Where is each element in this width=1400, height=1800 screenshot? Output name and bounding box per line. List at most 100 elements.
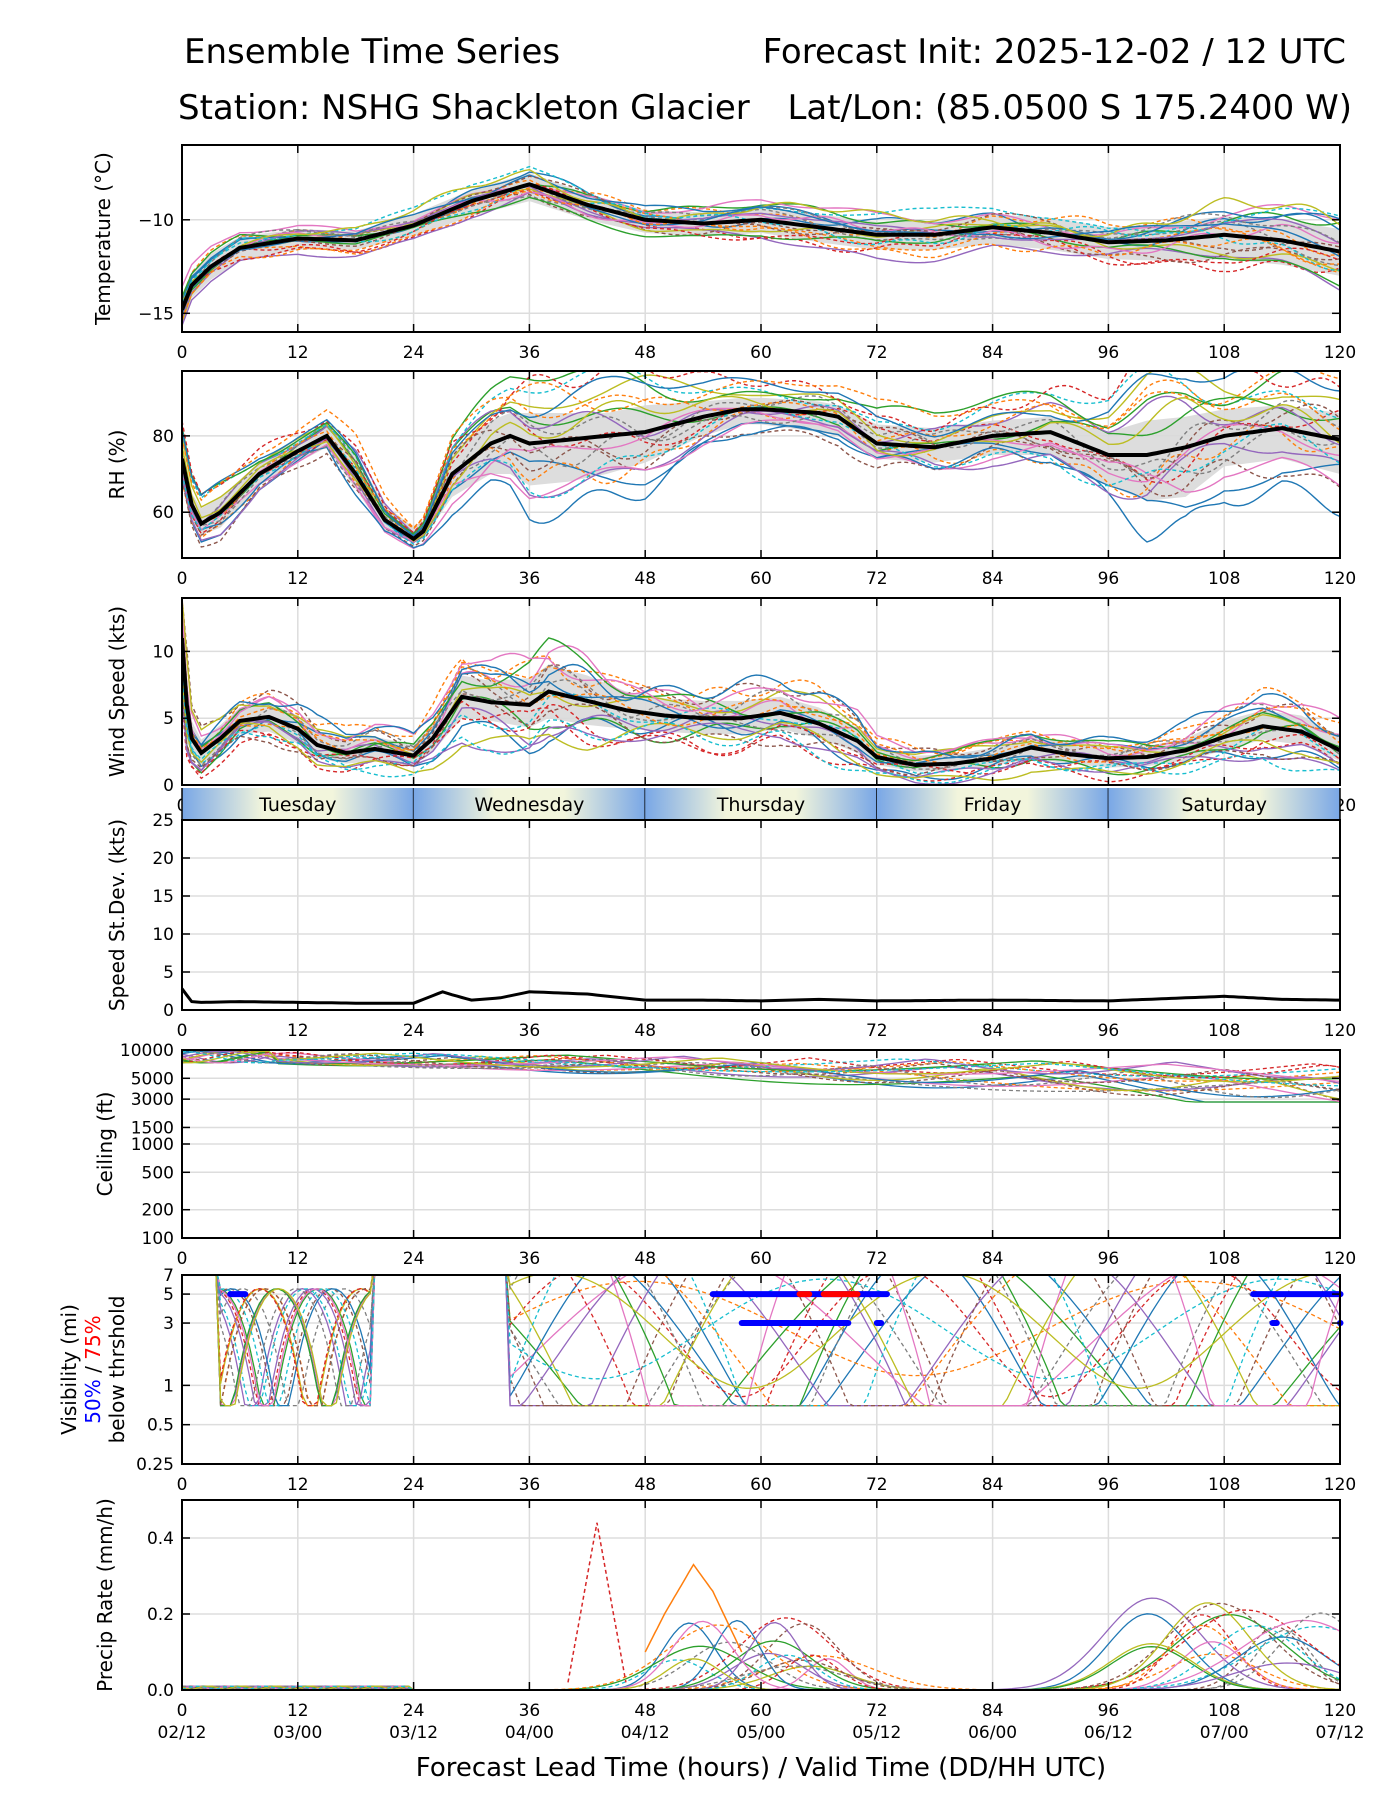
x-tick-label: 120: [1324, 1249, 1356, 1269]
member-line: [182, 185, 1340, 319]
x-tick-label: 12: [287, 1021, 309, 1041]
x-tick-label: 108: [1208, 569, 1240, 589]
y-tick-label: 80: [152, 427, 174, 447]
x-tick-label: 48: [634, 1701, 656, 1721]
y-axis-label: Temperature (°C): [91, 152, 115, 326]
x-tick-label: 36: [519, 569, 541, 589]
member-line: [182, 674, 1340, 784]
x-tick-label: 48: [634, 1021, 656, 1041]
member-line: [182, 1597, 1340, 1690]
member-line: [182, 188, 1340, 315]
member-line: [182, 1050, 1340, 1087]
y-axis-label: RH (%): [105, 430, 129, 500]
y-tick-label: 0: [163, 1001, 174, 1021]
x-tick-label: 96: [1098, 1021, 1120, 1041]
x-tick-label: 60: [750, 1475, 772, 1495]
x-tick-label: 120: [1324, 569, 1356, 589]
x-tick-label: 84: [982, 1701, 1004, 1721]
stdev-line: [180, 987, 1340, 1005]
x-tick-label: 60: [750, 569, 772, 589]
x-tick-label: 108: [1208, 343, 1240, 363]
y-tick-label: −10: [138, 211, 174, 231]
y-tick-label: 60: [152, 503, 174, 523]
member-line: [182, 182, 1340, 304]
member-line: [182, 629, 1340, 765]
member-line: [215, 1275, 1315, 1407]
x-tick-label: 120: [1324, 1021, 1356, 1041]
panel-ceiling: 0 12 24 36 48 60 72 84 96 108 120 100 200 500 10001500…: [93, 1041, 1356, 1269]
rh-series: [182, 371, 1340, 550]
member-line: [182, 1050, 1340, 1099]
day-label: Friday: [964, 794, 1022, 816]
x-tick-label: 24: [403, 569, 425, 589]
x-tick-label: 96: [1098, 1475, 1120, 1495]
member-line: [215, 1275, 1300, 1407]
x-tick-label: 24: [403, 1249, 425, 1269]
x-tick-label: 24: [403, 343, 425, 363]
member-line: [182, 1050, 1340, 1083]
x-tick-label: 24: [403, 1701, 425, 1721]
y-axis-label: Speed St.Dev. (kts): [105, 819, 129, 1011]
x-tick-label: 60: [750, 1021, 772, 1041]
x-tick-label: 36: [519, 1701, 541, 1721]
y-axis-label: Ceiling (ft): [93, 1092, 117, 1197]
wind-series: [182, 598, 1340, 785]
y-tick-label: 15: [152, 887, 174, 907]
member-line: [182, 175, 1340, 306]
y-axis-label: below thrshold: [105, 1296, 129, 1444]
y-axis-label-part: /: [81, 1360, 105, 1379]
member-line: [182, 1625, 1340, 1690]
valid-time-label: 02/12: [158, 1723, 207, 1743]
x-tick-label: 84: [982, 1249, 1004, 1269]
member-line: [182, 371, 1340, 534]
y-tick-label: 1: [163, 1376, 174, 1396]
valid-time-label: 07/00: [1200, 1723, 1249, 1743]
x-tick-label: 36: [519, 343, 541, 363]
x-tick-label: 0: [177, 343, 188, 363]
x-tick-label: 0: [177, 569, 188, 589]
x-tick-label: 48: [634, 1249, 656, 1269]
y-tick-label: 7: [163, 1266, 174, 1286]
y-axis-label-part: 50%: [81, 1379, 105, 1423]
day-label: Tuesday: [258, 794, 336, 816]
x-tick-label: 0: [177, 1701, 188, 1721]
x-tick-label: 12: [287, 1475, 309, 1495]
x-tick-label: 0: [177, 1021, 188, 1041]
visibility-series: [215, 1275, 1340, 1407]
member-line: [215, 1275, 1340, 1407]
y-axis-label-part: below thrshold: [105, 1296, 129, 1444]
member-line: [182, 371, 1340, 537]
x-tick-label: 120: [1324, 1701, 1356, 1721]
panel-wind_speed: 012243648607284961081200510Wind Speed (k…: [105, 597, 1356, 816]
x-tick-label: 0: [177, 1249, 188, 1269]
x-tick-label: 96: [1098, 1701, 1120, 1721]
valid-time-label: 03/00: [273, 1723, 322, 1743]
x-tick-label: 84: [982, 343, 1004, 363]
x-tick-label: 48: [634, 569, 656, 589]
y-tick-label: 5: [163, 709, 174, 729]
y-axis-label-part: 75%: [81, 1315, 105, 1359]
x-tick-label: 84: [982, 1475, 1004, 1495]
valid-time-label: 07/12: [1316, 1723, 1365, 1743]
y-axis-label-part: Visibility (mi): [57, 1304, 81, 1435]
member-line: [182, 1050, 1340, 1091]
day-band: Tuesday Wednesday Thursday Friday Saturday: [181, 788, 1341, 821]
x-tick-label: 48: [634, 343, 656, 363]
member-line: [182, 649, 1340, 774]
x-tick-label: 60: [750, 1701, 772, 1721]
y-tick-label: 0.5: [147, 1416, 174, 1436]
y-tick-label: 25: [152, 811, 174, 831]
valid-time-label: 06/00: [968, 1723, 1017, 1743]
y-axis-label: 50% / 75%: [81, 1315, 105, 1423]
panel-relative_humidity: 0 12 24 36 48 60 72 84 96 108 120 60 80 RH (%): [105, 370, 1356, 589]
x-tick-label: 96: [1098, 569, 1120, 589]
member-line: [182, 691, 1340, 776]
x-tick-label: 108: [1208, 1701, 1240, 1721]
panel-speed_stdev: 0 12 24 36 48 60 72 84 96 108 120 0 5 10 15 20 25 Speed S…: [105, 811, 1356, 1041]
x-tick-label: 96: [1098, 1249, 1120, 1269]
x-axis-title: Forecast Lead Time (hours) / Valid Time …: [416, 1753, 1106, 1783]
y-tick-label: −15: [138, 304, 174, 324]
panel-visibility: 0 12 24 36 48 60 72 84 96 108 120 0.25 0.5 1 3 57 Visibi…: [57, 1266, 1356, 1495]
valid-time-label: 04/00: [505, 1723, 554, 1743]
member-line: [182, 409, 1340, 540]
